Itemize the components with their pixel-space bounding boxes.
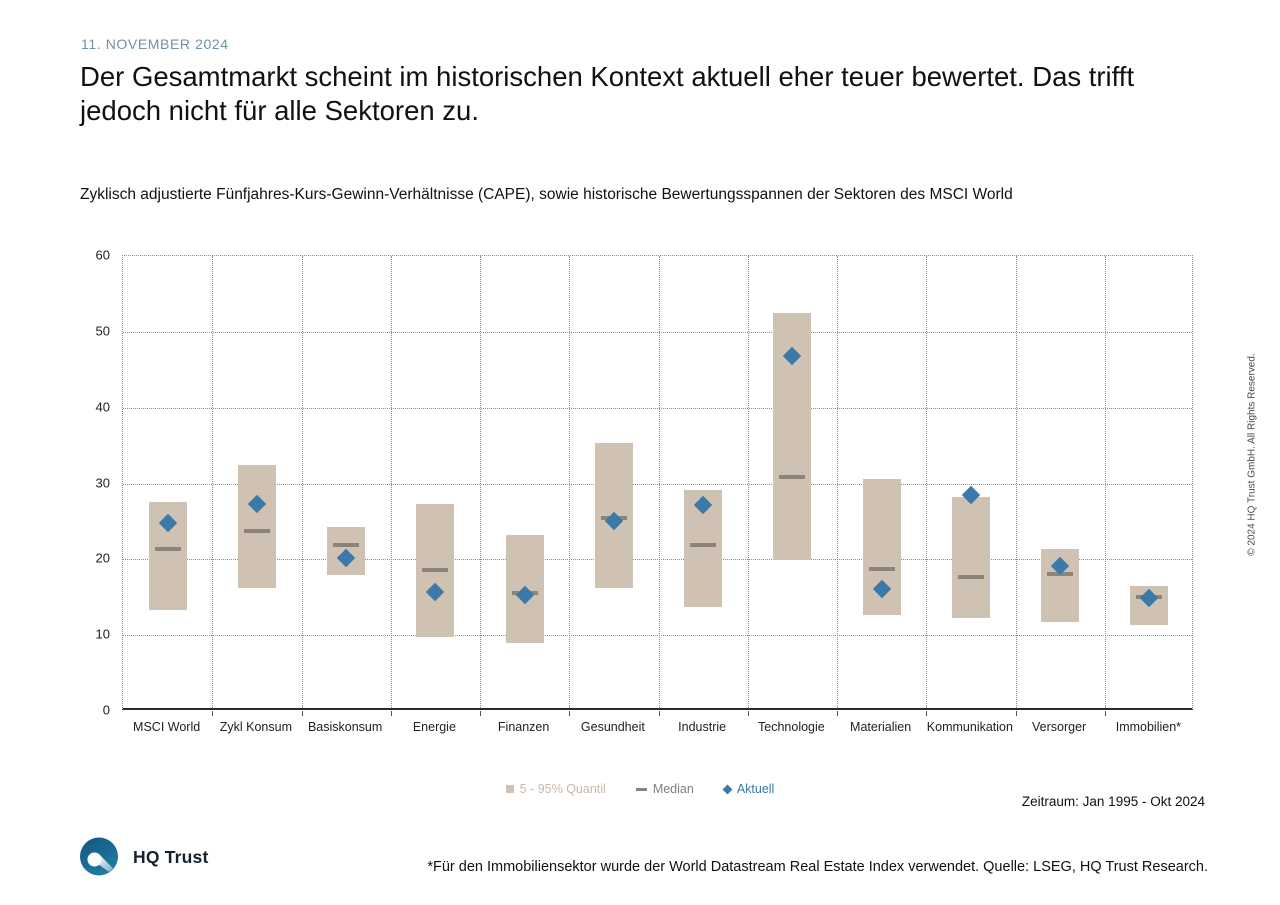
x-axis-tick — [747, 711, 749, 716]
h-gridline — [123, 559, 1192, 561]
time-period-label: Zeitraum: Jan 1995 - Okt 2024 — [1021, 794, 1205, 809]
plot-area — [122, 255, 1194, 716]
x-tick-label: Industrie — [678, 720, 727, 734]
category-column — [569, 256, 658, 708]
category-column — [123, 256, 212, 708]
h-gridline — [123, 331, 1192, 333]
x-axis-tick — [926, 711, 928, 716]
v-gridline — [837, 256, 838, 708]
category-column — [480, 256, 569, 708]
v-gridline — [926, 256, 928, 708]
category-column — [837, 256, 926, 708]
logo-wordmark: HQ Trust — [133, 847, 209, 867]
x-tick-label: Gesundheit — [580, 720, 645, 734]
category-column — [391, 256, 480, 708]
v-gridline — [1104, 256, 1106, 708]
legend-aktuell-label: Aktuell — [736, 782, 775, 796]
chart-title: Zyklisch adjustierte Fünfjahres-Kurs-Gew… — [80, 186, 1013, 203]
category-column — [926, 256, 1015, 708]
v-gridline — [569, 256, 571, 708]
category-column — [1105, 256, 1194, 708]
v-gridline — [480, 256, 481, 708]
legend-item-median: Median — [635, 782, 694, 796]
median-dash — [779, 475, 806, 480]
page-title: Der Gesamtmarkt scheint im historischen … — [80, 61, 1135, 126]
x-axis-tick — [301, 711, 303, 716]
copyright-vertical-text: © 2024 HQ Trust GmbH. All Rights Reserve… — [1246, 353, 1258, 556]
category-column — [748, 256, 837, 708]
x-axis-tick — [480, 711, 481, 716]
y-tick-label: 60 — [95, 247, 110, 263]
x-tick-label: Immobilien* — [1115, 720, 1182, 734]
v-gridline — [212, 256, 214, 708]
brand-logo: HQ Trust — [80, 837, 209, 878]
h-gridline — [123, 407, 1192, 409]
y-tick-label: 10 — [95, 626, 110, 642]
y-tick-label: 20 — [95, 550, 110, 566]
y-tick-label: 40 — [95, 399, 110, 415]
quantil-swatch-icon — [505, 785, 514, 793]
median-dash-icon — [635, 787, 647, 791]
median-dash — [868, 567, 895, 572]
x-tick-label: Technologie — [758, 720, 825, 734]
legend-item-quantil: 5 - 95% Quantil — [505, 782, 606, 796]
x-tick-label: Kommunikation — [926, 720, 1013, 734]
v-gridline — [390, 256, 392, 708]
v-gridline — [301, 256, 303, 708]
x-tick-label: Finanzen — [497, 720, 550, 734]
source-footnote: *Für den Immobiliensektor wurde der Worl… — [427, 859, 1208, 875]
h-gridline — [123, 635, 1192, 637]
x-axis-tick — [837, 711, 838, 716]
x-tick-label: Versorger — [1032, 720, 1087, 734]
median-dash — [690, 542, 717, 547]
x-tick-label: Basiskonsum — [307, 720, 383, 734]
median-dash — [422, 567, 449, 572]
median-dash — [243, 528, 270, 533]
x-tick-label: Zykl Konsum — [219, 720, 292, 734]
x-axis-tick — [658, 711, 660, 716]
hq-trust-logo-icon — [80, 837, 118, 876]
y-tick-label: 0 — [102, 702, 110, 718]
median-dash — [333, 542, 360, 547]
median-dash — [154, 547, 181, 552]
v-gridline — [658, 256, 660, 708]
category-column — [212, 256, 301, 708]
x-axis-tick — [569, 711, 571, 716]
publication-date: 11. NOVEMBER 2024 — [81, 36, 229, 52]
x-axis-tick — [1015, 711, 1017, 716]
legend-median-label: Median — [652, 782, 694, 796]
median-dash — [957, 574, 984, 579]
aktuell-diamond-icon — [722, 784, 733, 794]
category-column — [659, 256, 748, 708]
chart-legend: 5 - 95% Quantil Median Aktuell — [0, 782, 1280, 796]
x-tick-label: Materialien — [850, 720, 912, 734]
h-gridline — [123, 483, 1192, 485]
x-tick-label: Energie — [412, 720, 456, 734]
x-axis-tick — [390, 711, 392, 716]
x-tick-label: MSCI World — [133, 720, 201, 734]
legend-quantil-label: 5 - 95% Quantil — [519, 782, 606, 796]
y-tick-label: 30 — [95, 475, 110, 490]
category-column — [1016, 256, 1105, 708]
quantile-range-bar — [951, 497, 990, 619]
legend-item-aktuell: Aktuell — [722, 782, 775, 796]
quantile-range-bar — [237, 464, 276, 589]
category-column — [302, 256, 391, 708]
x-axis-tick — [212, 711, 214, 716]
v-gridline — [747, 256, 749, 708]
y-tick-label: 50 — [95, 323, 110, 339]
v-gridline — [1015, 256, 1017, 708]
x-axis-tick — [1104, 711, 1106, 716]
